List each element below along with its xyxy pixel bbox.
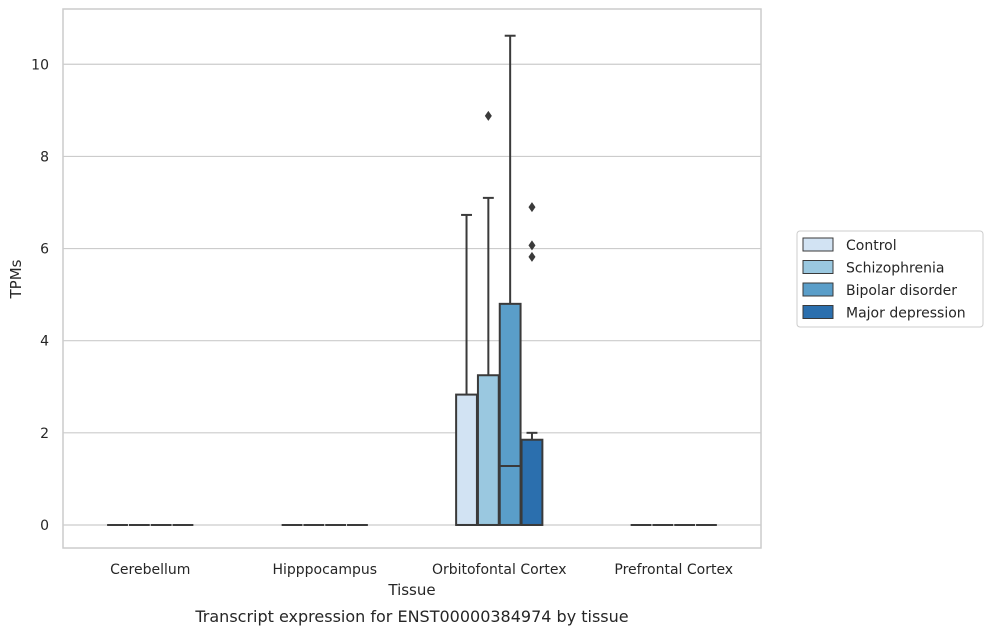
y-tick-label: 6 xyxy=(40,242,49,258)
box-group xyxy=(498,34,522,526)
y-tick-label: 8 xyxy=(40,149,49,165)
box xyxy=(455,393,478,526)
legend-label: Control xyxy=(846,238,897,254)
outlier-point xyxy=(528,251,536,262)
x-tick-label: Orbitofontal Cortex xyxy=(432,562,567,578)
y-tick-label: 0 xyxy=(40,518,49,534)
legend-swatch xyxy=(802,305,834,319)
legend-label: Schizophrenia xyxy=(846,261,944,277)
legend-swatch xyxy=(802,237,834,252)
x-tick-label: Hipppocampus xyxy=(272,562,377,578)
outlier-point xyxy=(484,110,492,121)
box xyxy=(520,438,544,526)
y-axis-ticks: 0 2 4 6 8 10 xyxy=(31,57,49,534)
legend-swatch xyxy=(802,260,834,274)
outlier-point xyxy=(528,202,536,213)
legend-label: Major depression xyxy=(846,306,966,322)
legend-swatch xyxy=(802,282,834,297)
x-tick-label: Prefrontal Cortex xyxy=(614,562,733,578)
x-axis-title: Tissue xyxy=(387,581,435,599)
y-tick-label: 2 xyxy=(40,426,49,442)
x-axis-ticks: Cerebellum Hipppocampus Orbitofontal Corte… xyxy=(110,562,733,578)
legend: Control Schizophrenia Bipolar disorder Majo… xyxy=(796,230,984,328)
box-group xyxy=(455,213,478,526)
boxes xyxy=(107,34,717,526)
y-axis-title: TPMs xyxy=(7,259,25,299)
gridlines xyxy=(63,63,761,526)
box xyxy=(498,302,522,526)
x-tick-label: Cerebellum xyxy=(110,562,190,578)
box-group xyxy=(520,202,544,526)
box xyxy=(476,374,500,526)
legend-frame xyxy=(796,230,984,328)
outlier-point xyxy=(528,240,536,251)
box-group xyxy=(476,110,500,526)
y-tick-label: 10 xyxy=(31,57,49,73)
legend-label: Bipolar disorder xyxy=(846,283,957,299)
plot-frame xyxy=(62,8,762,549)
y-tick-label: 4 xyxy=(40,334,49,350)
chart-caption: Transcript expression for ENST0000038497… xyxy=(194,607,628,626)
